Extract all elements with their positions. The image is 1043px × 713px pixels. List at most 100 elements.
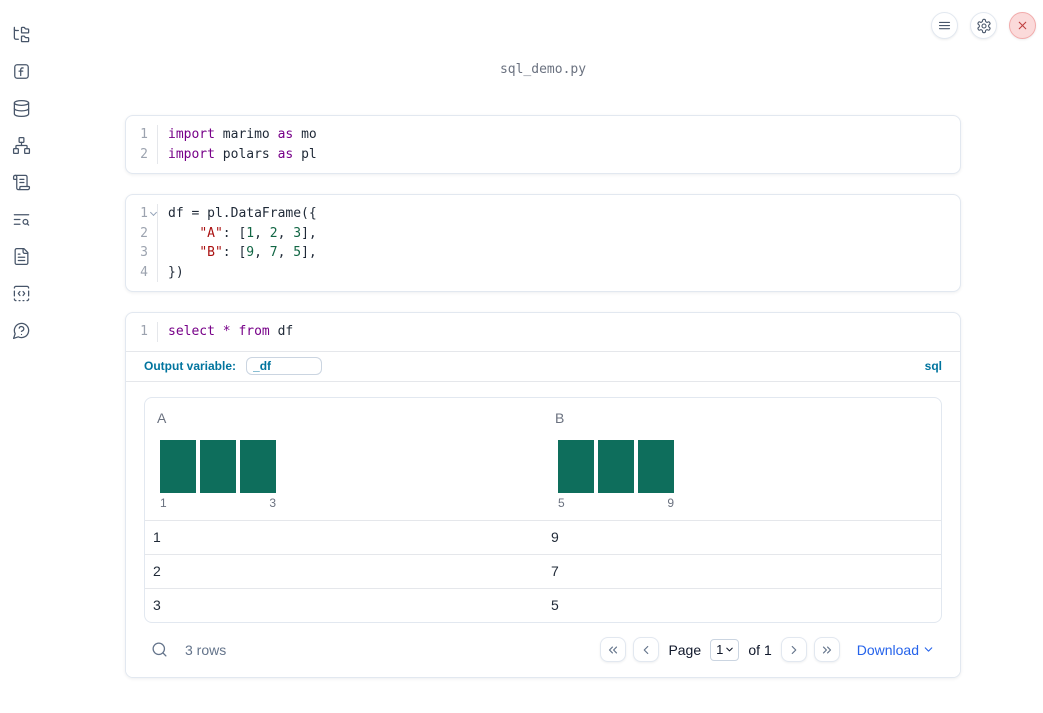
table-footer: 3 rows Page 1 of 1 xyxy=(144,623,942,677)
table-cell: 2 xyxy=(153,562,161,579)
sidebar-item-dependency-graph[interactable] xyxy=(12,135,32,155)
line-number: 2 xyxy=(126,223,158,243)
settings-button[interactable] xyxy=(970,12,997,39)
sidebar-item-snippets[interactable] xyxy=(12,283,32,303)
sidebar-item-logs[interactable] xyxy=(12,172,32,192)
download-label: Download xyxy=(856,641,919,658)
page-label: Page xyxy=(668,641,702,658)
axis-max-label: 9 xyxy=(667,495,674,510)
table-cell: 7 xyxy=(551,562,559,579)
code-text: select * from df xyxy=(168,324,294,339)
table-cell: 9 xyxy=(551,528,559,545)
code-line[interactable]: 4}) xyxy=(126,262,960,282)
notebook: sql_demo.py 1 import marimo as mo 2 import … xyxy=(125,0,961,678)
chevrons-right-icon xyxy=(822,646,831,653)
sidebar-item-datasources[interactable] xyxy=(12,98,32,118)
chevron-left-icon xyxy=(644,645,649,654)
line-number: 1 xyxy=(126,322,158,342)
sql-cell: 1 select * from df Output variable: sql A… xyxy=(125,312,961,678)
code-line[interactable]: 3 "B": [9, 7, 5], xyxy=(126,243,960,263)
column-name: B xyxy=(555,409,565,426)
document-icon xyxy=(14,247,29,265)
first-page-button[interactable] xyxy=(600,637,627,662)
next-page-button[interactable] xyxy=(780,637,807,662)
text-search-icon xyxy=(13,213,30,226)
code-text: df = pl.DataFrame({ xyxy=(168,206,317,221)
line-number: 3 xyxy=(126,243,158,263)
histogram-bar[interactable] xyxy=(240,439,276,493)
close-button[interactable] xyxy=(1009,12,1036,39)
output-variable-input[interactable] xyxy=(246,357,323,375)
last-page-button[interactable] xyxy=(813,637,840,662)
settings-gear-icon xyxy=(976,18,991,33)
table-cell: 5 xyxy=(551,596,559,613)
dependency-graph-icon xyxy=(12,136,31,154)
output-variable-label: Output variable: xyxy=(144,359,237,373)
table-cell: 3 xyxy=(153,596,161,613)
code-text: import polars as pl xyxy=(168,146,317,162)
code-line[interactable]: 1 df = pl.DataFrame({ xyxy=(126,204,960,224)
table-footer-left: 3 rows xyxy=(151,641,226,659)
code-text: import marimo as mo xyxy=(168,127,317,142)
code-line[interactable]: 2 import polars as pl xyxy=(126,144,960,164)
code-editor[interactable]: 1 import marimo as mo 2 import polars as pl xyxy=(126,116,960,173)
previous-page-button[interactable] xyxy=(633,637,660,662)
chevron-right-icon xyxy=(791,645,797,654)
language-badge[interactable]: sql xyxy=(924,359,942,373)
code-cell-imports: 1 import marimo as mo 2 import polars as pl xyxy=(125,115,961,174)
histogram-bar[interactable] xyxy=(558,439,594,493)
histogram-bar[interactable] xyxy=(200,439,236,493)
window-controls xyxy=(931,12,1036,39)
download-button[interactable]: Download xyxy=(857,642,935,658)
fold-chevron-icon[interactable] xyxy=(149,208,158,217)
axis-max-label: 3 xyxy=(269,495,276,510)
sidebar-item-file-explorer[interactable] xyxy=(12,24,32,44)
sidebar-item-variables[interactable] xyxy=(12,61,32,81)
code-text: "B": [9, 7, 5], xyxy=(199,245,317,260)
line-number: 1 xyxy=(126,125,158,145)
table-cell: 1 xyxy=(153,528,161,545)
page-of-label: of 1 xyxy=(748,641,772,658)
code-line[interactable]: 1 import marimo as mo xyxy=(126,125,960,145)
histogram-bar[interactable] xyxy=(598,439,634,493)
helper-sidebar xyxy=(0,0,44,713)
axis-min-label: 1 xyxy=(160,495,167,510)
row-count: 3 rows xyxy=(185,641,227,658)
file-tree-icon xyxy=(13,26,30,42)
search-icon xyxy=(152,642,167,657)
help-icon xyxy=(12,322,30,339)
pagination: Page 1 of 1 Download xyxy=(600,637,935,662)
sidebar-item-search[interactable] xyxy=(12,209,32,229)
histogram-bar[interactable] xyxy=(638,439,674,493)
sidebar-item-help[interactable] xyxy=(12,320,32,340)
sql-meta-row: Output variable: sql xyxy=(126,350,960,381)
logs-scroll-icon xyxy=(12,174,31,190)
code-line[interactable]: 1 select * from df xyxy=(126,322,960,342)
code-editor[interactable]: 1 select * from df xyxy=(126,313,960,351)
menu-icon xyxy=(938,21,951,30)
code-editor[interactable]: 1 df = pl.DataFrame({2 "A": [1, 2, 3], 3 "… xyxy=(126,195,960,291)
code-line[interactable]: 2 "A": [1, 2, 3], xyxy=(126,223,960,243)
search-button[interactable] xyxy=(151,641,169,659)
histogram-bar[interactable] xyxy=(160,439,196,493)
snippets-code-icon xyxy=(13,285,30,301)
line-number: 1 xyxy=(126,204,158,224)
close-icon xyxy=(1018,21,1027,30)
page-select[interactable]: 1 xyxy=(710,638,740,661)
sidebar-item-documentation[interactable] xyxy=(12,246,32,266)
notebook-title: sql_demo.py xyxy=(499,62,587,77)
code-text: "A": [1, 2, 3], xyxy=(199,225,317,241)
line-number: 2 xyxy=(126,144,158,164)
menu-button[interactable] xyxy=(931,12,958,39)
chevron-down-icon xyxy=(726,647,734,652)
